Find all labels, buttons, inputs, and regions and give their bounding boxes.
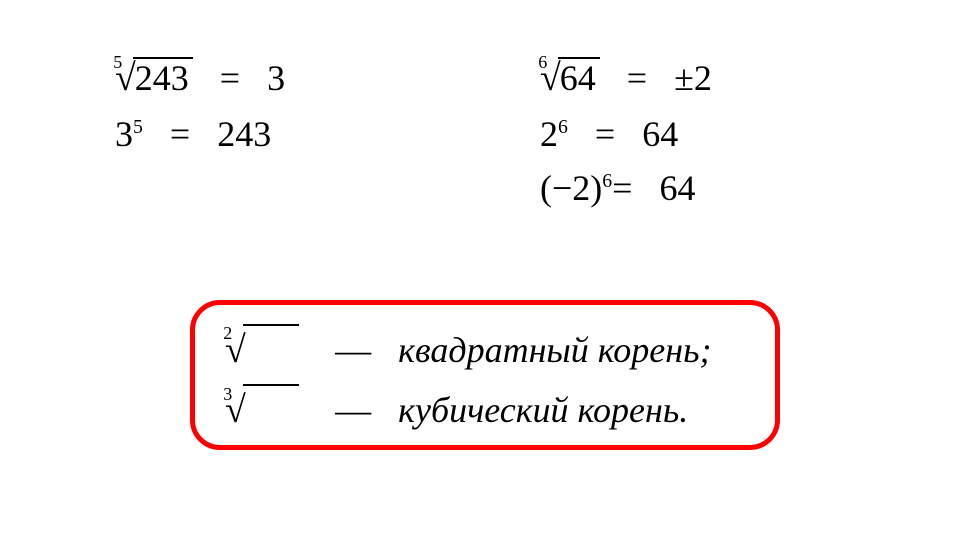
dash: — <box>335 390 371 430</box>
spacer <box>380 330 389 370</box>
labels-block: 2 √ — квадратный корень; 3 √ — кубически… <box>225 320 712 441</box>
radicand-empty <box>243 324 299 362</box>
page: 5 √243 = 3 35 = 243 6 √64 = ±2 <box>0 0 960 540</box>
plus-minus: ± <box>674 58 694 98</box>
cube-root-symbol: 3 √ <box>225 380 299 440</box>
right-power-line: 26 = 64 <box>540 107 712 161</box>
exponent: 6 <box>558 116 568 138</box>
spacer <box>380 390 389 430</box>
spacer <box>308 330 326 370</box>
root-index: 5 <box>113 49 122 76</box>
spacer <box>249 58 258 98</box>
power-result: 64 <box>642 114 678 154</box>
square-root-label-line: 2 √ — квадратный корень; <box>225 320 712 380</box>
equals: = <box>627 58 647 98</box>
root-value: 3 <box>267 58 285 98</box>
left-power-line: 35 = 243 <box>115 107 285 161</box>
power-result: 243 <box>217 114 271 154</box>
equals: = <box>220 58 240 98</box>
radicand: 243 <box>133 57 193 99</box>
left-root-line: 5 √243 = 3 <box>115 50 285 107</box>
neg-equals: = <box>612 168 632 208</box>
right-block: 6 √64 = ±2 26 = 64 (−2)6= 64 <box>540 50 712 215</box>
base: 3 <box>115 114 133 154</box>
spacer <box>152 114 161 154</box>
cube-root-text: кубический корень. <box>398 390 688 430</box>
sixth-root: 6 √64 <box>540 50 600 107</box>
spacer <box>609 58 618 98</box>
square-root-text: квадратный корень; <box>398 330 711 370</box>
power-equals: = <box>595 114 615 154</box>
spacer <box>641 168 650 208</box>
radicand-empty <box>243 384 299 422</box>
root-index: 6 <box>538 49 547 76</box>
spacer <box>199 114 208 154</box>
radicand: 64 <box>558 57 600 99</box>
right-root-line: 6 √64 = ±2 <box>540 50 712 107</box>
power-equals: = <box>170 114 190 154</box>
spacer <box>624 114 633 154</box>
neg-result: 64 <box>659 168 695 208</box>
spacer <box>308 390 326 430</box>
root-value: 2 <box>694 58 712 98</box>
spacer <box>656 58 665 98</box>
root-index: 2 <box>223 319 232 348</box>
exponent: 5 <box>133 116 143 138</box>
base: 2 <box>540 114 558 154</box>
right-neg-power-line: (−2)6= 64 <box>540 161 712 215</box>
square-root-symbol: 2 √ <box>225 320 299 380</box>
spacer <box>577 114 586 154</box>
neg-base: (−2) <box>540 168 602 208</box>
left-block: 5 √243 = 3 35 = 243 <box>115 50 285 161</box>
cube-root-label-line: 3 √ — кубический корень. <box>225 380 712 440</box>
spacer <box>202 58 211 98</box>
neg-exponent: 6 <box>602 170 612 192</box>
fifth-root: 5 √243 <box>115 50 193 107</box>
root-index: 3 <box>223 380 232 409</box>
dash: — <box>335 330 371 370</box>
